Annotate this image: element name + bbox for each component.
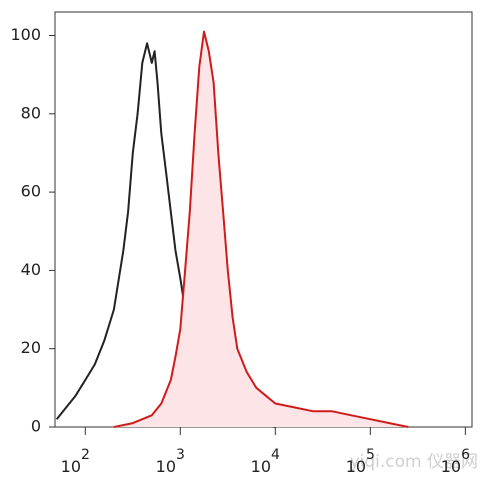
x-tick-label: 105	[346, 447, 375, 476]
y-tick-label: 40	[21, 260, 41, 279]
x-tick-base: 10	[441, 457, 461, 476]
y-tick-label: 20	[21, 338, 41, 357]
y-tick-label: 100	[10, 25, 41, 44]
line	[113, 30, 409, 428]
x-tick-base: 10	[156, 457, 176, 476]
x-tick-exponent: 4	[271, 447, 280, 463]
y-tick-label: 60	[21, 182, 41, 201]
x-tick-base: 10	[251, 457, 271, 476]
y-tick-label: 0	[31, 417, 41, 436]
watermark: yiqi.com 仪器网	[350, 452, 478, 472]
x-tick-exponent: 3	[176, 447, 185, 463]
x-tick-label: 104	[251, 447, 280, 476]
area	[113, 31, 409, 427]
x-tick-base: 10	[61, 457, 81, 476]
x-tick-label: 106	[441, 447, 470, 476]
plot-frame	[54, 11, 473, 428]
x-tick-exponent: 6	[461, 447, 470, 463]
x-tick-base: 10	[346, 457, 366, 476]
x-tick-exponent: 2	[81, 447, 90, 463]
x-tick-label: 102	[61, 447, 90, 476]
x-tick-exponent: 5	[366, 447, 375, 463]
x-tick-label: 103	[156, 447, 185, 476]
y-tick-label: 80	[21, 103, 41, 122]
